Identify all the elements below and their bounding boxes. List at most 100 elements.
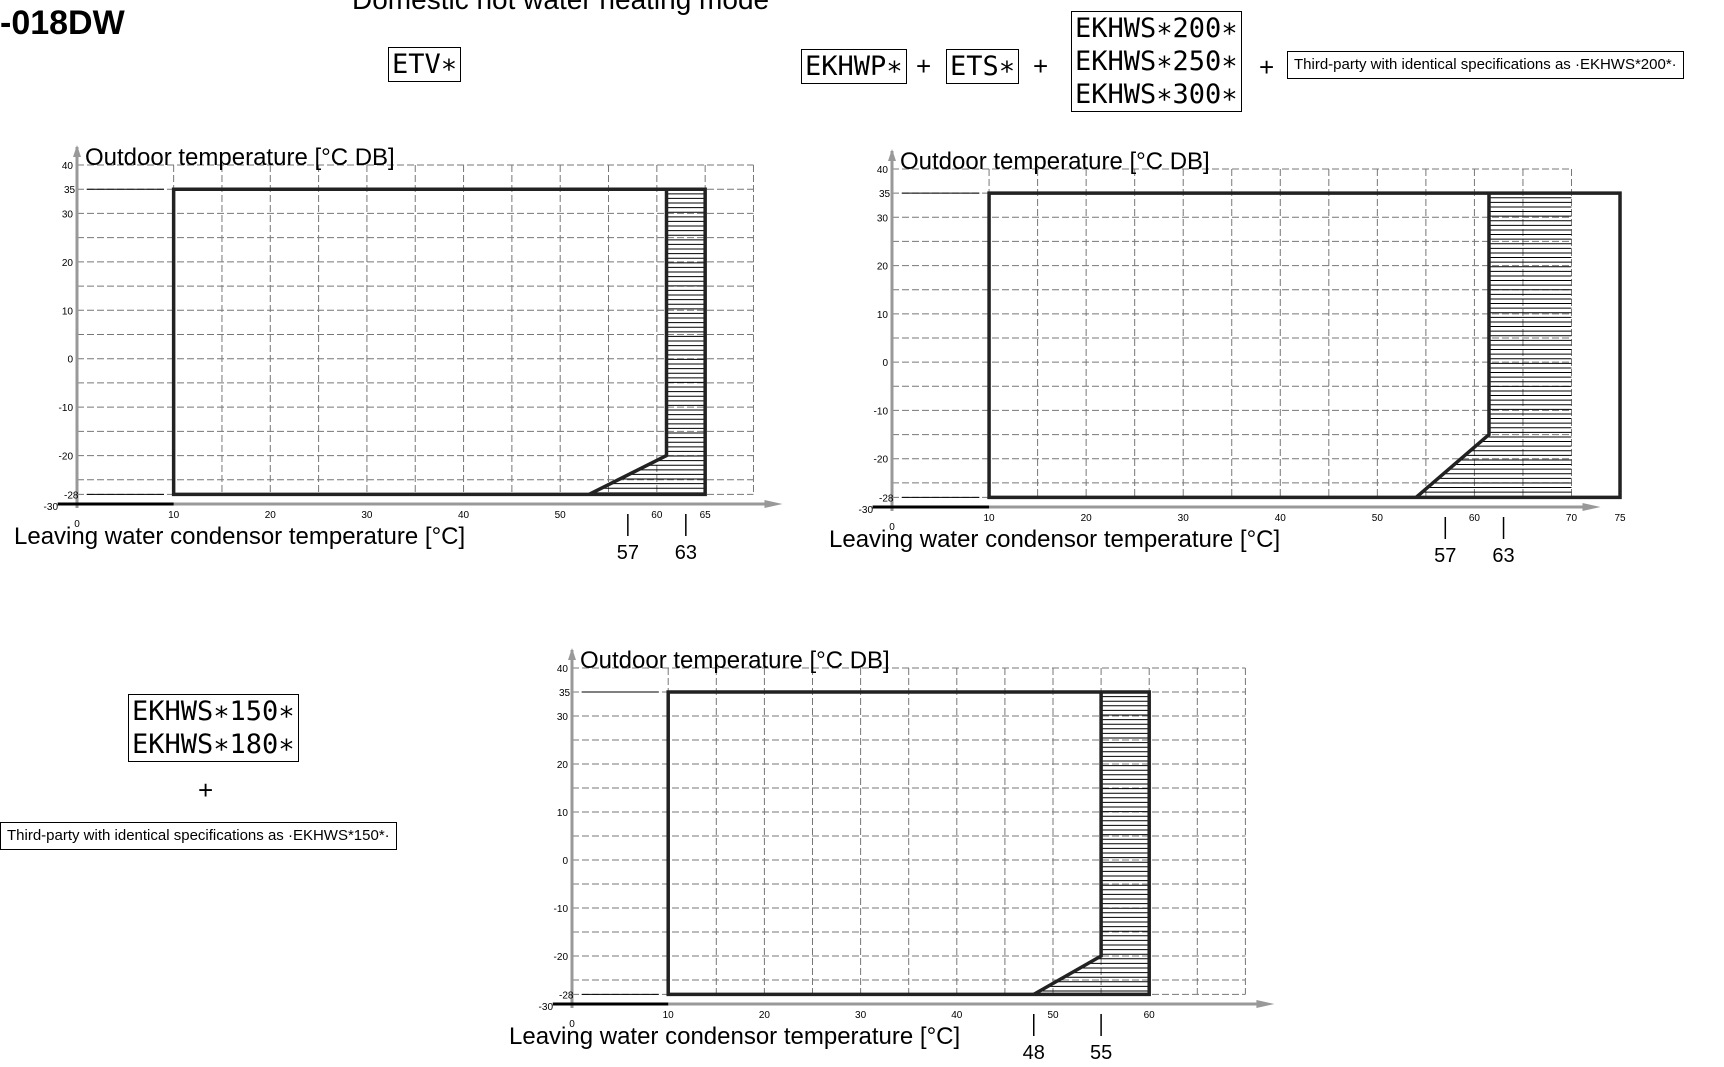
y-tick-label: -10 bbox=[874, 406, 889, 417]
y-tick-label: 10 bbox=[62, 306, 74, 317]
chart-1: 40 35 30 20 10 0 -10 -20 -28 -30 0 10 20 30 40 50 60 65 57… bbox=[14, 144, 783, 564]
plus-sign: + bbox=[1259, 52, 1275, 82]
x-tick-label: 0 bbox=[569, 1019, 575, 1030]
x-marker-label: 48 bbox=[1023, 1042, 1045, 1064]
x-axis-arrow bbox=[764, 500, 783, 508]
hatched-region bbox=[1033, 692, 1150, 992]
y-tick-label: 35 bbox=[879, 189, 891, 200]
x-marker-label: 63 bbox=[675, 542, 697, 564]
y-tick-label: 35 bbox=[64, 185, 76, 196]
third-party-200-note: Third-party with identical specification… bbox=[1287, 51, 1684, 79]
y-tick-label: 40 bbox=[877, 165, 889, 176]
x-axis-title: Leaving water condensor temperature [°C] bbox=[509, 1023, 960, 1050]
x-axis-arrow bbox=[1582, 503, 1601, 511]
x-tick-label: 70 bbox=[1566, 513, 1578, 524]
y-tick-label: -20 bbox=[59, 452, 74, 463]
y-tick-label: 20 bbox=[877, 262, 889, 273]
x-tick-label: 40 bbox=[1275, 513, 1287, 524]
y-tick-label: 30 bbox=[62, 209, 74, 220]
ekhws-250-label: EKHWS∗250∗ bbox=[1075, 46, 1238, 77]
x-tick-label: 10 bbox=[663, 1010, 675, 1021]
y-axis-arrow bbox=[888, 149, 896, 161]
y-tick-label: 35 bbox=[559, 688, 571, 699]
x-tick-label: 50 bbox=[555, 510, 567, 521]
y-tick-label: -20 bbox=[554, 952, 569, 963]
y-tick-label: -10 bbox=[554, 904, 569, 915]
ekhws-large-options-box: EKHWS∗200∗ EKHWS∗250∗ EKHWS∗300∗ bbox=[1071, 11, 1242, 112]
operating-envelope bbox=[987, 191, 1622, 500]
x-marker-label: 63 bbox=[1492, 545, 1514, 567]
y-axis-title: Outdoor temperature [°C DB] bbox=[85, 144, 395, 171]
x-tick-label: 10 bbox=[984, 513, 996, 524]
y-tick-label: 0 bbox=[882, 358, 888, 369]
x-tick-label: 60 bbox=[1144, 1010, 1156, 1021]
x-tick-label: 0 bbox=[74, 519, 80, 530]
x-tick-label: 60 bbox=[1469, 513, 1481, 524]
x-tick-label: 40 bbox=[951, 1010, 963, 1021]
ekhws-small-options-box: EKHWS∗150∗ EKHWS∗180∗ bbox=[128, 694, 299, 762]
hatch-boundary bbox=[1415, 193, 1491, 499]
x-tick-label: 30 bbox=[361, 510, 373, 521]
grid bbox=[892, 168, 1572, 498]
x-axis-arrow bbox=[1256, 1000, 1275, 1008]
third-party-150-note: Third-party with identical specification… bbox=[0, 822, 397, 850]
ekhws-180-label: EKHWS∗180∗ bbox=[132, 729, 295, 760]
y-tick-label: 40 bbox=[62, 161, 74, 172]
y-tick-label: 30 bbox=[557, 712, 569, 723]
y-tick-label: 10 bbox=[877, 310, 889, 321]
operating-envelope bbox=[666, 690, 1151, 997]
y-axis-arrow bbox=[73, 145, 81, 157]
grid bbox=[77, 164, 754, 495]
y-tick-label: 30 bbox=[877, 213, 889, 224]
x-axis-title: Leaving water condensor temperature [°C] bbox=[14, 523, 465, 550]
x-tick-label: 30 bbox=[1178, 513, 1190, 524]
y-tick-label: 20 bbox=[62, 258, 74, 269]
y-axis-arrow bbox=[568, 648, 576, 660]
y-tick-label: -30 bbox=[859, 505, 874, 516]
ekhwp-option-box: EKHWP∗ bbox=[801, 49, 907, 84]
y-tick-label: 10 bbox=[557, 808, 569, 819]
x-tick-label: 20 bbox=[1081, 513, 1093, 524]
ekhws-300-label: EKHWS∗300∗ bbox=[1075, 79, 1238, 110]
chart-3: 40 35 30 20 10 0 -10 -20 -28 -30 0 10 20 30 40 50 60 48 55… bbox=[509, 647, 1275, 1064]
plus-sign: + bbox=[1033, 51, 1049, 81]
y-tick-label: -28 bbox=[879, 493, 894, 504]
y-tick-label: -28 bbox=[559, 990, 574, 1001]
y-axis-title: Outdoor temperature [°C DB] bbox=[580, 647, 890, 674]
chart-2: 40 35 30 20 10 0 -10 -20 -28 -30 0 10 20 30 40 50 60 70 75… bbox=[829, 148, 1626, 567]
y-tick-label: -10 bbox=[59, 403, 74, 414]
ekhws-150-label: EKHWS∗150∗ bbox=[132, 696, 295, 727]
x-marker-label: 57 bbox=[617, 542, 639, 564]
x-axis-title: Leaving water condensor temperature [°C] bbox=[829, 526, 1280, 553]
y-tick-label: 0 bbox=[562, 856, 568, 867]
y-tick-label: -30 bbox=[44, 502, 59, 513]
x-marker-label: 57 bbox=[1434, 545, 1456, 567]
etv-option-box: ETV∗ bbox=[388, 47, 462, 82]
x-tick-label: 0 bbox=[889, 522, 895, 533]
mode-title: Domestic hot water heating mode bbox=[352, 0, 769, 16]
hatch-boundary bbox=[1032, 692, 1103, 996]
x-tick-label: 50 bbox=[1372, 513, 1384, 524]
x-tick-label: 65 bbox=[700, 510, 712, 521]
x-tick-label: 60 bbox=[651, 510, 663, 521]
x-tick-label: 20 bbox=[265, 510, 277, 521]
x-tick-label: 75 bbox=[1614, 513, 1626, 524]
x-tick-label: 20 bbox=[759, 1010, 771, 1021]
x-tick-label: 30 bbox=[855, 1010, 867, 1021]
y-axis-title: Outdoor temperature [°C DB] bbox=[900, 148, 1210, 175]
x-tick-label: 10 bbox=[168, 510, 180, 521]
hatch-boundary bbox=[588, 189, 669, 496]
y-tick-label: -20 bbox=[874, 455, 889, 466]
x-marker-label: 55 bbox=[1090, 1042, 1112, 1064]
x-tick-label: 40 bbox=[458, 510, 470, 521]
y-tick-label: 20 bbox=[557, 760, 569, 771]
y-tick-label: -28 bbox=[64, 490, 79, 501]
x-tick-label: 50 bbox=[1047, 1010, 1059, 1021]
ets-option-box: ETS∗ bbox=[946, 49, 1020, 84]
plus-sign: + bbox=[916, 51, 932, 81]
y-tick-label: 40 bbox=[557, 664, 569, 675]
ekhws-200-label: EKHWS∗200∗ bbox=[1075, 13, 1238, 44]
plus-sign: + bbox=[198, 775, 214, 805]
operating-envelope bbox=[171, 187, 707, 497]
